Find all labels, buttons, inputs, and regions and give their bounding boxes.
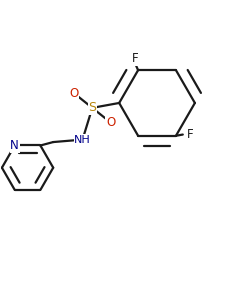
Text: N: N [10,139,19,152]
Text: S: S [88,101,96,114]
Text: F: F [132,52,139,65]
Text: O: O [69,87,79,100]
Text: F: F [187,128,193,141]
Text: NH: NH [74,135,91,144]
Text: O: O [106,116,115,129]
